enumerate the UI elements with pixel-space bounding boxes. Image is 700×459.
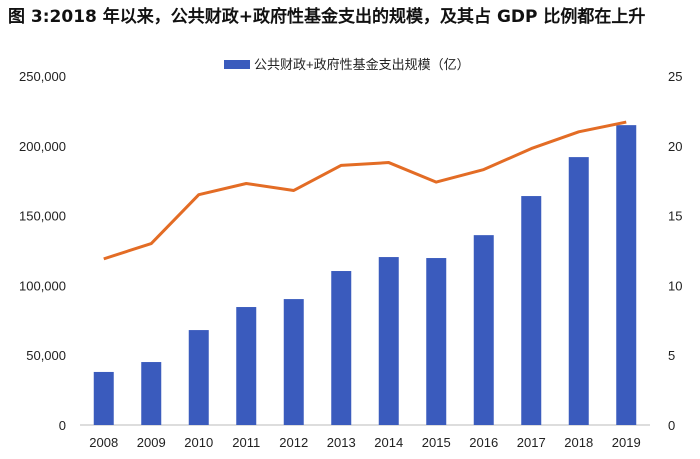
bar	[236, 307, 257, 425]
chart-title: 图 3:2018 年以来，公共财政+政府性基金支出的规模，及其占 GDP 比例都…	[8, 7, 646, 27]
bar	[616, 125, 637, 426]
y-right-tick-label: 15	[668, 209, 682, 224]
y-left-tick-label: 50,000	[26, 348, 66, 363]
y-right-tick-label: 20	[668, 139, 682, 154]
y-left-tick-label: 100,000	[19, 278, 66, 293]
line-series	[103, 120, 627, 261]
x-tick-label: 2015	[422, 435, 451, 450]
bar	[521, 196, 542, 425]
bar	[141, 362, 162, 425]
x-tick-label: 2014	[374, 435, 403, 450]
y-left-tick-label: 0	[59, 418, 66, 433]
y-right-tick-label: 5	[668, 348, 675, 363]
legend-swatch	[224, 60, 250, 69]
bar	[473, 235, 494, 425]
x-tick-label: 2013	[327, 435, 356, 450]
y-left-tick-label: 150,000	[19, 209, 66, 224]
y-right-tick-label: 25	[668, 69, 682, 84]
y-right-tick-label: 0	[668, 418, 675, 433]
x-tick-label: 2009	[137, 435, 166, 450]
bar	[188, 330, 209, 425]
y-left-tick-label: 200,000	[19, 139, 66, 154]
bar	[426, 258, 447, 425]
x-tick-label: 2010	[184, 435, 213, 450]
x-tick-label: 2016	[469, 435, 498, 450]
y-right-tick-label: 10	[668, 278, 682, 293]
y-left-tick-label: 250,000	[19, 69, 66, 84]
legend-label: 公共财政+政府性基金支出规模（亿）	[254, 57, 470, 72]
bar	[568, 157, 589, 425]
bar	[378, 257, 399, 425]
bar	[93, 371, 114, 425]
x-tick-label: 2019	[612, 435, 641, 450]
x-tick-label: 2017	[517, 435, 546, 450]
x-tick-label: 2008	[89, 435, 118, 450]
bar	[283, 299, 304, 425]
bar	[331, 271, 352, 425]
x-tick-label: 2011	[232, 435, 260, 450]
x-tick-label: 2018	[564, 435, 593, 450]
x-tick-label: 2012	[279, 435, 308, 450]
